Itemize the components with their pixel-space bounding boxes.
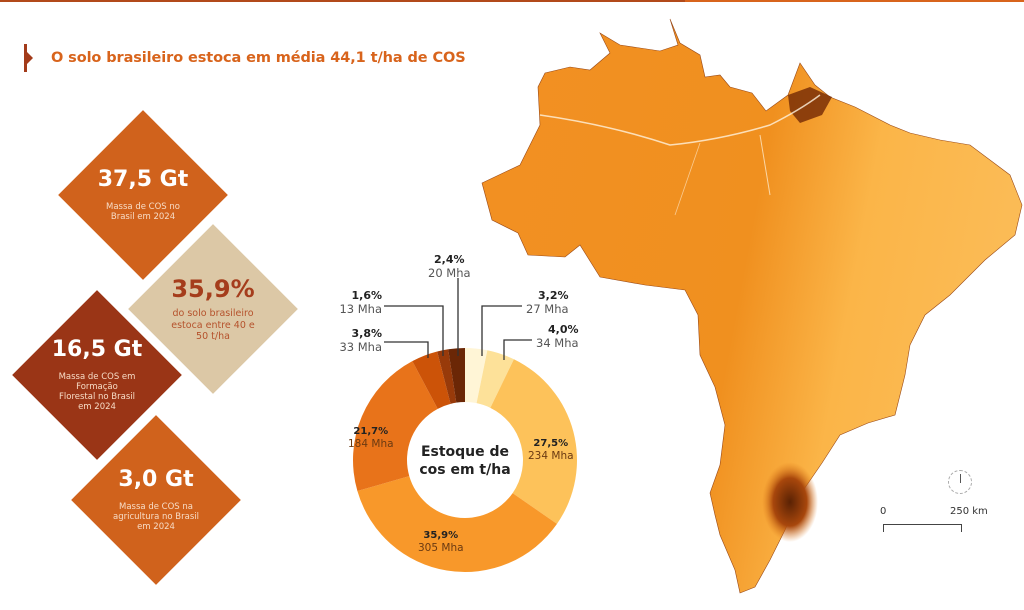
- headline-marker-icon: [24, 44, 33, 72]
- top-accent-bar-dark: [0, 0, 685, 2]
- dark-north-coast: [788, 87, 832, 123]
- stat-description: Massa de COS na agricultura no Brasil em…: [113, 501, 199, 533]
- donut-segment-8: [448, 348, 465, 403]
- headline: O solo brasileiro estoca em média 44,1 t…: [24, 44, 466, 72]
- amazon-river: [539, 94, 821, 146]
- label-segment-2: 4,0% 34 Mha: [536, 323, 579, 350]
- donut-segment-5: [353, 361, 438, 492]
- river-tributary: [759, 134, 771, 196]
- brazil-soil-carbon-map: [481, 18, 1023, 594]
- donut-segment-4: [357, 476, 557, 572]
- stat-value: 16,5 Gt: [51, 336, 143, 362]
- stat-diamond-agriculture-mass: 3,0 Gt Massa de COS na agricultura no Br…: [70, 414, 242, 586]
- donut-center-title: Estoque de cos em t/ha: [419, 444, 511, 479]
- scale-bar: [883, 524, 962, 532]
- stat-diamond-total-mass: 37,5 Gt Massa de COS no Brasil em 2024: [58, 110, 228, 280]
- dark-south-region: [762, 462, 818, 542]
- donut-segment-1: [465, 348, 488, 404]
- leader-line: [384, 305, 444, 356]
- stat-description: do solo brasileiro estoca entre 40 e 50 …: [171, 308, 255, 342]
- donut-chart: 2,4% 20 Mha 1,6% 13 Mha 3,8% 33 Mha 3,2% 27 …: [310, 240, 610, 590]
- label-segment-6: 3,8% 33 Mha: [339, 327, 382, 354]
- donut-segment-3: [490, 359, 577, 524]
- stat-description: Massa de COS em Formação Florestal no Br…: [58, 371, 136, 413]
- north-arrow-icon: [948, 470, 972, 494]
- stat-value: 3,0 Gt: [118, 466, 194, 492]
- brazil-shape: [481, 18, 1023, 594]
- leader-line: [503, 339, 532, 360]
- stat-description: Massa de COS no Brasil em 2024: [106, 201, 180, 223]
- donut-segment-7: [437, 349, 457, 404]
- label-segment-5: 21,7% 184 Mha: [348, 426, 394, 450]
- leader-line: [384, 341, 429, 358]
- river-tributary: [674, 142, 701, 216]
- leader-line: [481, 305, 522, 356]
- label-segment-7: 1,6% 13 Mha: [339, 289, 382, 316]
- stat-diamond-forest-mass: 16,5 Gt Massa de COS em Formação Florest…: [12, 290, 182, 460]
- scale-max-label: 250 km: [950, 506, 988, 517]
- top-accent-bar: [0, 0, 1024, 2]
- donut-segment-6: [412, 351, 451, 409]
- headline-text: O solo brasileiro estoca em média 44,1 t…: [51, 50, 466, 66]
- donut-segment-2: [476, 350, 514, 408]
- stat-value: 35,9%: [171, 274, 255, 303]
- label-segment-1: 3,2% 27 Mha: [526, 289, 569, 316]
- donut-svg: [353, 278, 577, 572]
- scale-zero-label: 0: [880, 506, 887, 517]
- label-segment-3: 27,5% 234 Mha: [528, 438, 574, 462]
- stat-value: 37,5 Gt: [97, 166, 189, 192]
- label-segment-8: 2,4% 20 Mha: [428, 253, 471, 280]
- label-segment-4: 35,9% 305 Mha: [418, 530, 464, 554]
- stat-diamond-share: 35,9% do solo brasileiro estoca entre 40…: [128, 224, 298, 394]
